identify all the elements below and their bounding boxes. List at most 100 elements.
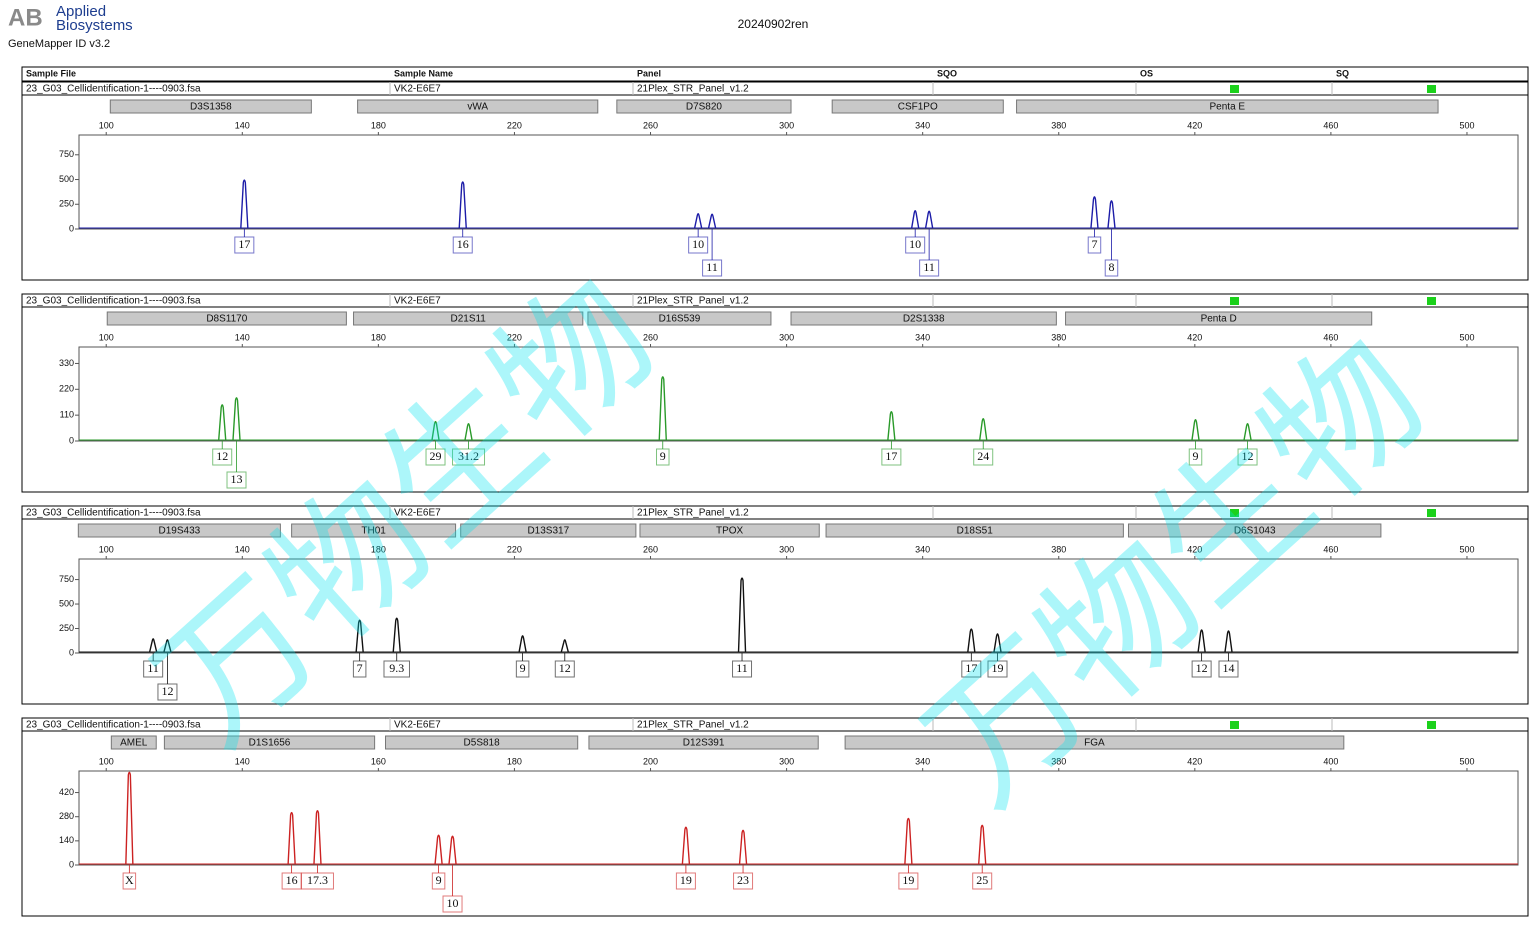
marker-name: D6S1043 (1234, 526, 1276, 537)
allele-label: 9 (660, 449, 666, 463)
x-tick-label: 420 (1187, 544, 1202, 554)
allele-box (383, 660, 410, 678)
allele-box (452, 448, 486, 466)
allele-box (122, 872, 137, 890)
marker-name: TPOX (716, 526, 744, 537)
y-tick-label: 250 (59, 199, 74, 209)
allele-label: 12 (559, 661, 571, 675)
marker-name: D1S1656 (249, 738, 291, 749)
peak (431, 420, 440, 441)
marker-bin (588, 735, 819, 750)
x-tick-label: 140 (235, 332, 250, 342)
allele-label: 7 (1091, 237, 1097, 251)
panels: 23_G03_Cellidentification-1----0903.fsa V… (21, 81, 1529, 917)
allele-label: 10 (909, 237, 921, 251)
peak (658, 376, 667, 441)
allele-box (732, 660, 753, 678)
peak (1197, 629, 1206, 653)
peak (707, 213, 717, 229)
peak (979, 418, 988, 441)
column-header: OS (1140, 68, 1153, 78)
panel-box (21, 505, 1529, 705)
allele-box (452, 236, 473, 254)
allele-label: 12 (1242, 449, 1254, 463)
x-tick-label: 200 (643, 756, 658, 766)
marker-name: D19S433 (159, 526, 201, 537)
status-flag (1230, 297, 1239, 305)
peak (993, 633, 1002, 653)
y-tick-label: 250 (59, 623, 74, 633)
allele-box (987, 660, 1008, 678)
x-tick-label: 160 (371, 756, 386, 766)
marker-bin (1065, 311, 1373, 326)
allele-box (157, 683, 178, 701)
brand: Applied (56, 3, 106, 20)
marker-bin (616, 99, 792, 114)
panel-name: 21Plex_STR_Panel_v1.2 (637, 84, 749, 95)
x-tick-label: 300 (779, 120, 794, 130)
x-tick-label: 100 (99, 120, 114, 130)
x-tick-label: 220 (507, 544, 522, 554)
allele-box (1237, 448, 1258, 466)
sample-name: VK2-E6E7 (394, 84, 441, 95)
peak (887, 410, 896, 441)
allele-box (898, 872, 919, 890)
peak (910, 210, 920, 229)
allele-label: X (125, 873, 134, 887)
allele-label: 17 (965, 661, 977, 675)
y-tick-label: 420 (59, 787, 74, 797)
peak (355, 619, 364, 653)
panel-box (21, 717, 1529, 917)
allele-box (972, 872, 993, 890)
sample-file: 23_G03_Cellidentification-1----0903.fsa (26, 84, 201, 95)
status-flag (1427, 721, 1436, 729)
x-tick-label: 340 (915, 544, 930, 554)
peak (978, 824, 987, 865)
x-tick-label: 180 (371, 120, 386, 130)
allele-label: 12 (1196, 661, 1208, 675)
status-flag (1427, 85, 1436, 93)
peak (287, 811, 296, 865)
y-tick-label: 330 (59, 358, 74, 368)
column-header: Sample Name (394, 68, 453, 78)
marker-name: D3S1358 (190, 102, 232, 113)
marker-bin (825, 523, 1124, 538)
peak (148, 638, 158, 653)
x-tick-label: 260 (643, 120, 658, 130)
y-tick-label: 500 (59, 598, 74, 608)
x-tick-label: 180 (371, 544, 386, 554)
x-tick-label: 340 (915, 120, 930, 130)
allele-box (961, 660, 982, 678)
x-tick-label: 380 (1051, 120, 1066, 130)
watermark: 万物生物 (895, 306, 1457, 837)
peak (737, 577, 747, 653)
page-title: 20240902ren (738, 17, 809, 31)
peak (560, 639, 569, 653)
allele-box (431, 872, 446, 890)
marker-bin (831, 99, 1004, 114)
allele-box (1191, 660, 1212, 678)
allele-box (300, 872, 334, 890)
allele-label: 31.2 (458, 449, 479, 463)
status-flag (1230, 721, 1239, 729)
watermark: 万物生物 (125, 246, 687, 777)
allele-box (1087, 236, 1102, 254)
allele-label: 9 (1193, 449, 1199, 463)
marker-bin (163, 735, 376, 750)
x-tick-label: 140 (235, 756, 250, 766)
y-tick-label: 750 (59, 149, 74, 159)
allele-box (973, 448, 994, 466)
y-tick-label: 220 (59, 384, 74, 394)
x-tick-label: 100 (99, 544, 114, 554)
peak (232, 397, 241, 441)
peak (240, 179, 249, 229)
allele-box (881, 448, 902, 466)
marker-name: D18S51 (957, 526, 994, 537)
x-tick-label: 420 (1187, 756, 1202, 766)
allele-box (212, 448, 233, 466)
column-header-row (21, 66, 1529, 82)
marker-bin (353, 311, 584, 326)
x-tick-label: 180 (371, 332, 386, 342)
sample-file: 23_G03_Cellidentification-1----0903.fsa (26, 720, 201, 731)
x-tick-label: 460 (1323, 332, 1338, 342)
